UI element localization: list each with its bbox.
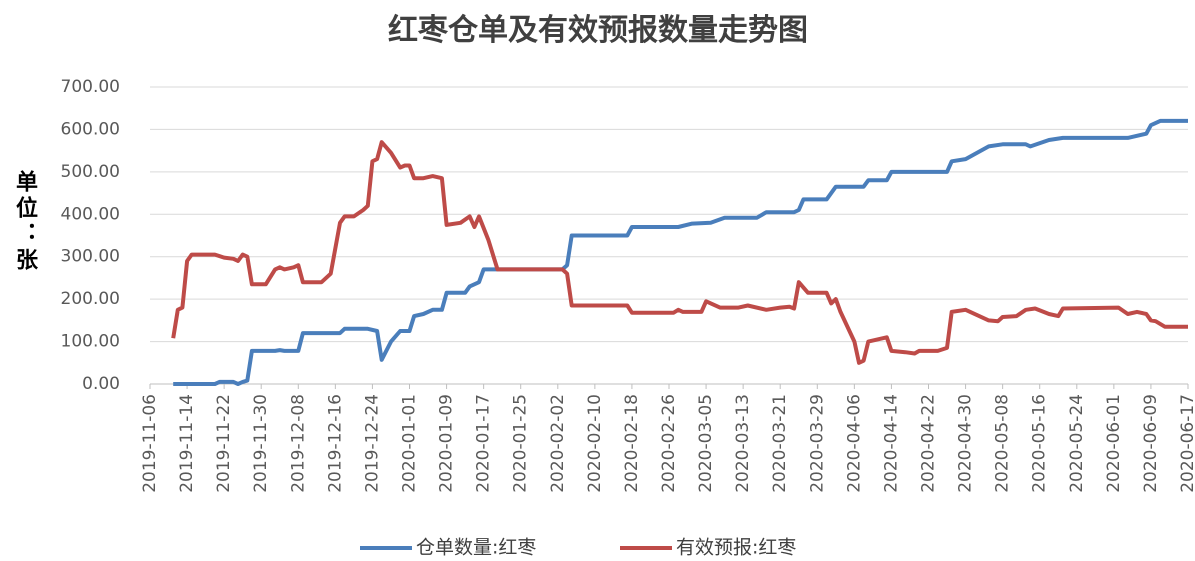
x-tick-label: 2019-12-24	[362, 394, 382, 493]
legend-label: 有效预报:红枣	[676, 537, 796, 559]
series-line	[171, 140, 1188, 365]
x-tick-label: 2020-03-05	[696, 394, 716, 493]
y-tick-label: 300.00	[61, 247, 120, 267]
x-tick-label: 2020-02-10	[585, 394, 605, 493]
x-tick-label: 2020-01-17	[474, 394, 494, 493]
x-tick-label: 2020-01-25	[511, 394, 531, 493]
y-tick-label: 500.00	[61, 162, 120, 182]
x-tick-label: 2020-05-24	[1067, 394, 1087, 493]
x-tick-label: 2020-02-18	[622, 394, 642, 493]
x-tick-label: 2019-11-06	[140, 394, 160, 493]
x-tick-label: 2020-03-29	[807, 394, 827, 493]
legend-label: 仓单数量:红枣	[416, 537, 536, 559]
y-tick-label: 400.00	[61, 204, 120, 224]
y-tick-label: 700.00	[61, 77, 120, 97]
x-tick-label: 2020-04-14	[881, 394, 901, 493]
x-tick-label: 2020-06-01	[1104, 394, 1124, 493]
y-axis-label: 单位：张	[12, 170, 37, 274]
x-tick-label: 2020-06-09	[1141, 394, 1161, 493]
x-tick-label: 2019-12-08	[288, 394, 308, 493]
x-tick-label: 2020-04-30	[956, 394, 976, 493]
x-tick-label: 2020-05-08	[993, 394, 1013, 493]
x-tick-label: 2020-01-09	[437, 394, 457, 493]
x-tick-label: 2020-04-22	[919, 394, 939, 493]
y-tick-label: 600.00	[61, 119, 120, 139]
series-line	[173, 118, 1188, 386]
y-tick-label: 200.00	[61, 289, 120, 309]
x-tick-label: 2020-01-01	[400, 394, 420, 493]
x-tick-label: 2019-12-16	[325, 394, 345, 493]
x-tick-label: 2020-04-06	[844, 394, 864, 493]
y-tick-label: 0.00	[82, 374, 120, 394]
x-tick-label: 2020-02-26	[659, 394, 679, 493]
x-tick-label: 2019-11-30	[251, 394, 271, 493]
x-tick-label: 2020-03-21	[770, 394, 790, 493]
x-tick-label: 2020-06-17	[1178, 394, 1195, 493]
x-tick-label: 2019-11-14	[177, 394, 197, 493]
x-tick-label: 2020-05-16	[1030, 394, 1050, 493]
x-tick-label: 2020-03-13	[733, 394, 753, 493]
chart-title: 红枣仓单及有效预报数量走势图	[388, 13, 808, 48]
x-tick-label: 2019-11-22	[214, 394, 234, 493]
y-tick-label: 100.00	[61, 332, 120, 352]
x-tick-label: 2020-02-02	[548, 394, 568, 493]
